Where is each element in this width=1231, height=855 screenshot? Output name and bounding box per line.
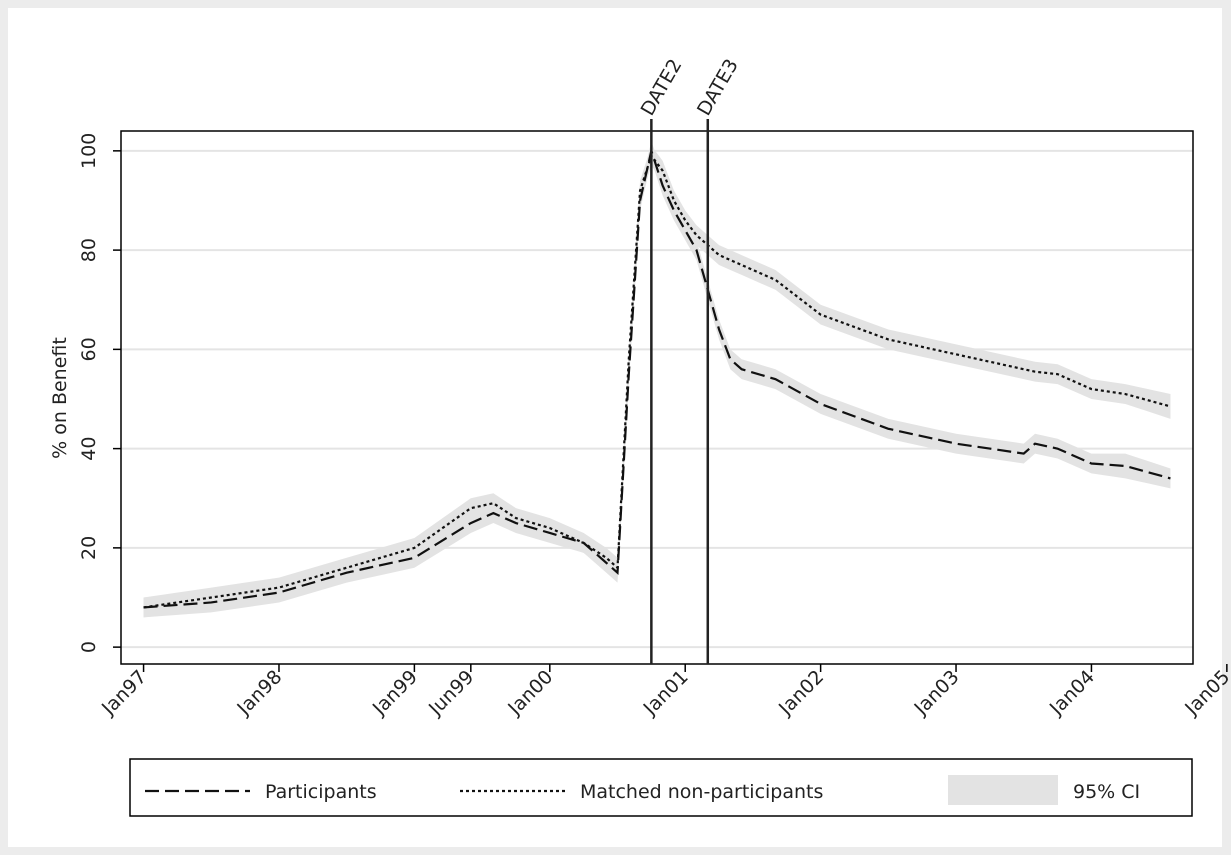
legend-swatch (948, 775, 1058, 805)
y-tick-label: 40 (78, 437, 100, 461)
y-axis-label: % on Benefit (49, 337, 71, 459)
y-tick-label: 60 (78, 337, 100, 361)
series-line (143, 146, 1171, 609)
legend-label: Matched non-participants (580, 781, 823, 803)
chart-background (8, 8, 1222, 847)
y-tick-label: 20 (78, 536, 100, 560)
plot-frame (120, 130, 1194, 665)
legend-label: Participants (265, 781, 377, 803)
y-tick-label: 0 (78, 641, 100, 653)
legend-label: 95% CI (1073, 781, 1140, 803)
y-tick-label: 80 (78, 238, 100, 262)
y-tick-label: 100 (78, 133, 100, 169)
series-line (143, 153, 1171, 609)
